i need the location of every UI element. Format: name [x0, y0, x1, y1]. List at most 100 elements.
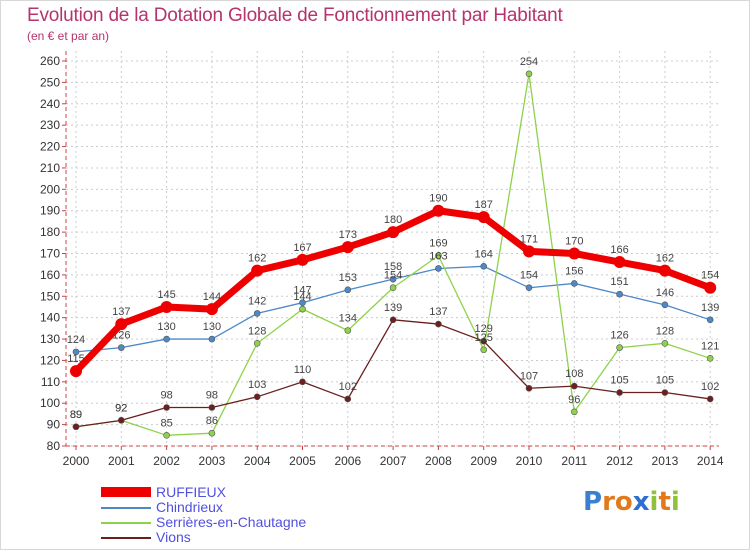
data-point — [70, 365, 82, 378]
x-tick-label: 2006 — [334, 454, 361, 468]
data-label: 130 — [157, 321, 175, 333]
y-tick-label: 240 — [40, 97, 60, 111]
data-label: 128 — [248, 325, 266, 337]
data-label: 170 — [565, 236, 583, 248]
data-point — [661, 340, 669, 347]
data-label: 180 — [384, 214, 402, 226]
logo-letter: o — [614, 487, 633, 517]
data-point — [341, 241, 354, 254]
x-tick-label: 2012 — [606, 454, 633, 468]
data-label: 137 — [112, 306, 130, 318]
x-tick-label: 2003 — [199, 454, 226, 468]
data-label: 166 — [610, 244, 628, 256]
data-point — [296, 253, 309, 266]
data-point — [118, 417, 125, 424]
data-point — [523, 245, 535, 258]
data-point — [208, 404, 216, 411]
data-label: 154 — [701, 270, 719, 282]
data-point — [480, 346, 488, 354]
data-point — [568, 247, 581, 260]
x-tick-label: 2013 — [652, 454, 679, 468]
data-point — [661, 301, 669, 309]
data-label: 254 — [520, 56, 538, 68]
data-point — [389, 284, 397, 292]
x-tick-label: 2009 — [470, 454, 497, 468]
data-point — [616, 344, 623, 351]
legend-label-ruffieux: RUFFIEUX — [156, 484, 226, 500]
legend-swatch-chindrieux — [101, 507, 151, 509]
data-label: 102 — [701, 381, 719, 393]
data-label: 154 — [384, 270, 402, 282]
data-label: 154 — [520, 270, 538, 282]
x-tick-label: 2007 — [380, 454, 407, 468]
legend-item-vions: Vions — [101, 530, 306, 545]
legend-item-serrieres: Serrières-en-Chautagne — [101, 515, 306, 530]
chart-title: Evolution de la Dotation Globale de Fonc… — [27, 5, 563, 26]
y-tick-label: 140 — [40, 311, 60, 325]
x-tick-label: 2014 — [697, 454, 724, 468]
data-label: 158 — [384, 261, 402, 273]
x-tick-label: 2011 — [561, 454, 587, 468]
logo-letter: x — [632, 487, 650, 517]
data-point — [299, 305, 306, 313]
data-label: 121 — [701, 340, 719, 352]
data-point — [525, 70, 533, 78]
data-label: 108 — [565, 368, 583, 380]
data-label: 92 — [115, 402, 127, 414]
data-label: 129 — [475, 323, 493, 335]
legend-item-chindrieux: Chindrieux — [101, 500, 306, 515]
y-tick-label: 160 — [40, 268, 60, 282]
data-label: 156 — [565, 265, 583, 277]
x-tick-label: 2001 — [108, 454, 135, 468]
x-tick-label: 2010 — [516, 454, 543, 468]
data-point — [163, 335, 170, 343]
data-point — [525, 284, 533, 292]
data-label: 144 — [293, 291, 311, 303]
data-label: 96 — [568, 394, 580, 406]
data-label: 126 — [610, 330, 628, 342]
data-label: 146 — [656, 287, 674, 299]
data-label: 125 — [475, 332, 493, 344]
data-label: 130 — [203, 321, 221, 333]
data-label: 163 — [429, 250, 447, 262]
data-point — [389, 316, 397, 324]
data-label: 144 — [203, 291, 221, 303]
data-point — [115, 318, 128, 331]
y-tick-label: 230 — [40, 118, 60, 132]
data-label: 126 — [112, 330, 130, 342]
y-tick-label: 250 — [40, 75, 60, 89]
legend-swatch-serrieres — [101, 522, 151, 524]
data-label: 128 — [656, 325, 674, 337]
data-point — [387, 226, 400, 239]
data-point — [480, 263, 488, 270]
data-point — [658, 264, 671, 277]
data-label: 171 — [520, 233, 538, 245]
y-tick-label: 210 — [40, 161, 60, 175]
data-label: 98 — [206, 390, 218, 402]
data-label: 103 — [248, 379, 266, 391]
data-point — [570, 382, 578, 390]
y-tick-label: 260 — [40, 54, 60, 68]
data-point — [344, 286, 352, 294]
data-label: 124 — [67, 334, 85, 346]
data-point — [616, 389, 623, 396]
data-label: 98 — [160, 390, 172, 402]
y-tick-label: 80 — [47, 439, 61, 453]
data-label: 173 — [339, 229, 357, 241]
data-label: 105 — [610, 375, 628, 387]
data-label: 142 — [248, 295, 266, 307]
data-point — [435, 320, 442, 328]
data-point — [163, 404, 170, 411]
data-point — [432, 204, 445, 217]
data-point — [613, 256, 626, 269]
data-label: 139 — [701, 302, 719, 314]
data-label: 167 — [293, 242, 311, 254]
data-label: 102 — [339, 381, 357, 393]
logo-letter: r — [602, 487, 615, 517]
data-point — [299, 378, 306, 386]
y-tick-label: 130 — [40, 332, 60, 346]
y-tick-label: 110 — [41, 375, 60, 389]
data-label: 164 — [475, 248, 493, 260]
